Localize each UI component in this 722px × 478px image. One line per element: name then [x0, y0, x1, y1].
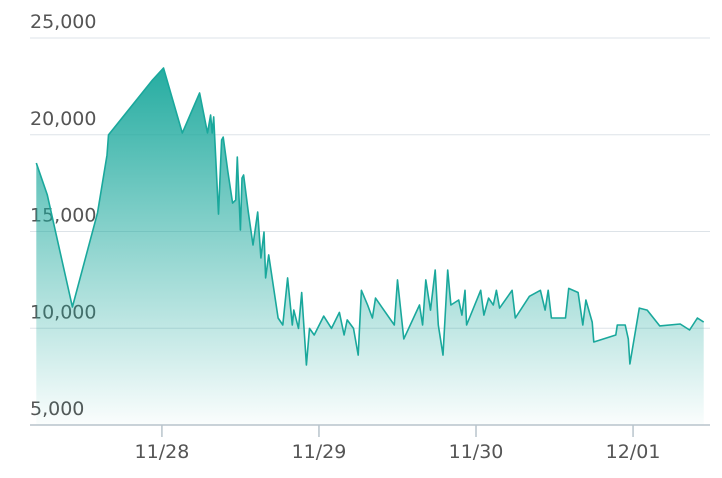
x-tick-label: 11/30	[449, 441, 504, 463]
x-tick-label: 11/28	[135, 441, 190, 463]
y-tick-label: 25,000	[30, 11, 96, 33]
x-tick-label: 12/01	[606, 441, 661, 463]
y-tick-label: 20,000	[30, 108, 96, 130]
area-line	[35, 67, 705, 366]
area-fill	[36, 68, 704, 425]
x-tick-label: 11/29	[292, 441, 347, 463]
